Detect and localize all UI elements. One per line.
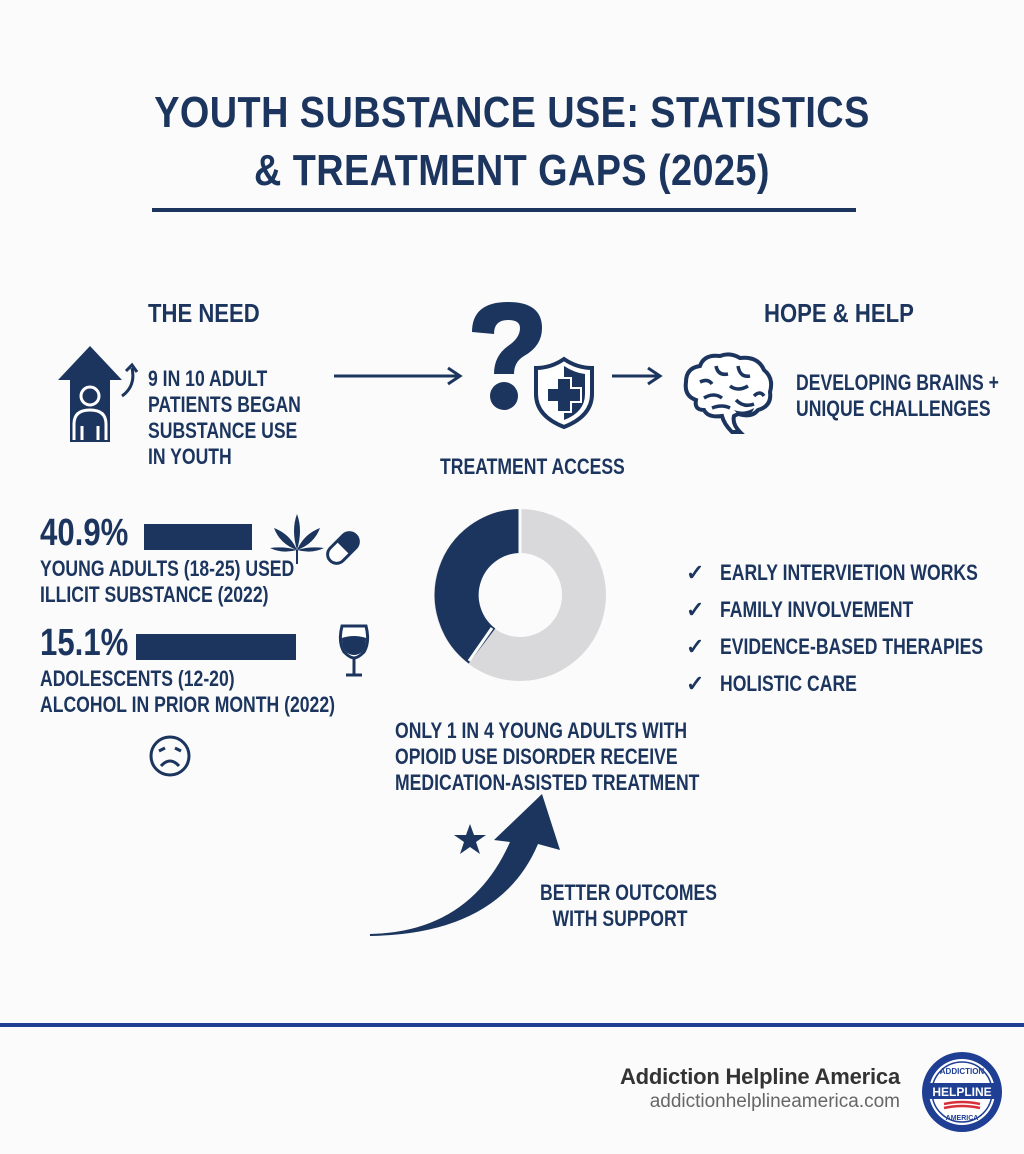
question-mark-icon xyxy=(472,302,542,410)
sad-face-icon xyxy=(149,735,191,777)
svg-text:ADDICTION: ADDICTION xyxy=(940,1067,985,1076)
checklist-item: ✓ HOLISTIC CARE xyxy=(686,670,857,696)
treatment-access-label: TREATMENT ACCESS xyxy=(440,454,625,479)
need-text: 9 IN 10 ADULT PATIENTS BEGAN SUBSTANCE U… xyxy=(148,366,301,469)
title-line-2: & TREATMENT GAPS (2025) xyxy=(254,146,770,195)
checklist-item: ✓ EARLY INTERVIETION WORKS xyxy=(686,559,978,585)
title-divider xyxy=(152,208,856,212)
stat-bar-alcohol xyxy=(136,634,296,660)
curved-arrow-up-icon xyxy=(370,794,560,936)
checklist: ✓ EARLY INTERVIETION WORKS ✓ FAMILY INVO… xyxy=(686,554,1024,702)
star-icon xyxy=(454,824,486,854)
curved-arrow-icon xyxy=(121,362,139,398)
checklist-item: ✓ EVIDENCE-BASED THERAPIES xyxy=(686,633,984,659)
check-icon: ✓ xyxy=(686,596,705,622)
wine-glass-icon xyxy=(338,624,370,677)
brand-url[interactable]: addictionhelplineamerica.com xyxy=(649,1091,900,1112)
pill-capsule-icon xyxy=(326,531,360,565)
medical-shield-icon xyxy=(534,356,594,430)
arrow-right-icon xyxy=(334,366,463,386)
arrow-right-icon xyxy=(612,366,663,386)
helpline-badge-logo: ADDICTION HELPLINE AMERICA xyxy=(922,1052,1002,1132)
footer-divider xyxy=(0,1023,1024,1027)
check-icon: ✓ xyxy=(686,670,705,696)
cannabis-leaf-icon xyxy=(270,514,324,564)
title-line-1: YOUTH SUBSTANCE USE: STATISTICS xyxy=(154,88,870,137)
stat-bar-illicit xyxy=(144,524,252,550)
svg-text:HELPLINE: HELPLINE xyxy=(932,1085,991,1099)
hope-text: DEVELOPING BRAINS + UNIQUE CHALLENGES xyxy=(796,370,999,421)
check-icon: ✓ xyxy=(686,633,705,659)
outcomes-text: BETTER OUTCOMES WITH SUPPORT xyxy=(540,880,717,931)
donut-chart xyxy=(434,508,606,681)
need-heading: THE NEED xyxy=(148,298,260,328)
stat-label-alcohol: ADOLESCENTS (12-20) ALCOHOL IN PRIOR MON… xyxy=(40,666,335,717)
donut-caption: ONLY 1 IN 4 YOUNG ADULTS WITH OPIOID USE… xyxy=(395,718,700,795)
person-arrow-up-icon xyxy=(58,346,122,442)
brand-name: Addiction Helpline America xyxy=(619,1064,900,1089)
brain-icon xyxy=(683,352,774,434)
check-icon: ✓ xyxy=(686,559,705,585)
stat-value-alcohol: 15.1% xyxy=(40,622,129,664)
hope-heading: HOPE & HELP xyxy=(764,298,914,328)
brand-block: Addiction Helpline America addictionhelp… xyxy=(620,1064,900,1113)
stat-value-illicit: 40.9% xyxy=(40,512,129,554)
checklist-item: ✓ FAMILY INVOLVEMENT xyxy=(686,596,914,622)
page-title: YOUTH SUBSTANCE USE: STATISTICS & TREATM… xyxy=(72,84,953,200)
stat-label-illicit: YOUNG ADULTS (18-25) USED ILLICIT SUBSTA… xyxy=(40,556,295,607)
svg-text:AMERICA: AMERICA xyxy=(946,1115,979,1122)
